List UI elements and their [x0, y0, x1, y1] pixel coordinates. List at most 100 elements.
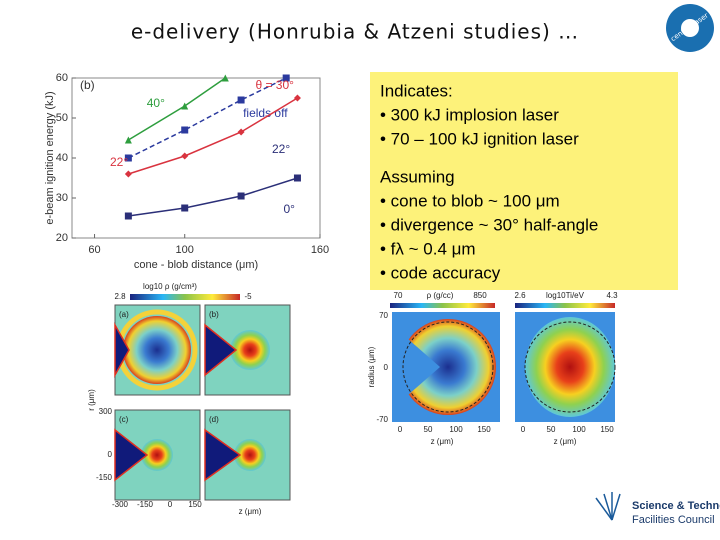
x-tick-label: 150: [600, 425, 614, 434]
marker: [124, 154, 132, 162]
x-tick-label: 100: [176, 244, 194, 256]
text-line: • code accuracy: [380, 263, 501, 282]
y-tick-label: -70: [376, 415, 388, 424]
marker: [237, 128, 245, 136]
blob: [123, 316, 191, 384]
text-line: • 300 kJ implosion laser: [380, 105, 559, 124]
text-box-lines: Indicates: • 300 kJ implosion laser • 70 –…: [380, 81, 598, 282]
text-line: • 70 – 100 kJ ignition laser: [380, 129, 579, 148]
marker: [181, 102, 189, 110]
temperature-blob: [525, 317, 615, 417]
x-tick-label: 0: [398, 425, 403, 434]
x-tick-label: 60: [88, 244, 100, 256]
plot-area: [71, 77, 321, 239]
logo-bottom: Science & Technology Facilities Council: [595, 492, 720, 526]
y-tick-label: 0: [384, 363, 389, 372]
x-tick-label: 150: [188, 500, 202, 509]
text-line: Assuming: [380, 167, 455, 186]
y-tick-label: 70: [379, 311, 388, 320]
colorbar: [390, 303, 495, 308]
series-label: θ = 30°: [255, 78, 294, 92]
text-box: [370, 72, 678, 290]
annotation: 22°: [272, 142, 290, 156]
x-axis-label: cone - blob distance (μm): [134, 259, 258, 271]
text-line: • cone to blob ~ 100 μm: [380, 191, 560, 210]
colorbar-max: 850: [473, 291, 487, 300]
marker: [181, 126, 189, 134]
marker: [221, 74, 229, 82]
text-line: • fλ ~ 0.4 μm: [380, 239, 476, 258]
blob: [234, 439, 266, 471]
panel-label: (c): [119, 415, 129, 424]
y-tick-label: 40: [56, 152, 68, 164]
x-tick-label: 0: [521, 425, 526, 434]
blob: [141, 439, 173, 471]
logo-rays: [595, 492, 621, 521]
right-simulations: ρ (g/cc) 70 850 log10Ti/eV 2.6 4.3 70 0 -7…: [367, 291, 618, 446]
marker: [237, 96, 245, 104]
colorbar-min: 70: [394, 291, 403, 300]
outline: [402, 321, 494, 413]
y-tick-label: 60: [56, 72, 68, 84]
colorbar-max: 4.3: [606, 291, 618, 300]
annotation: (b): [80, 78, 95, 92]
x-tick-label: 160: [311, 244, 329, 256]
marker: [293, 94, 301, 102]
colorbar-min: 2.8: [114, 292, 126, 301]
y-tick-label: 50: [56, 112, 68, 124]
marker: [181, 152, 189, 160]
x-tick-label: 100: [449, 425, 463, 434]
outline: [524, 321, 616, 413]
marker: [181, 204, 189, 212]
chart: 20 30 40 50 60 60 100 160 cone - blob distance (…: [44, 72, 329, 271]
x-tick-label: -300: [112, 500, 129, 509]
x-tick-label: -150: [137, 500, 154, 509]
x-tick-label: 150: [477, 425, 491, 434]
logo-line2: Facilities Council: [632, 514, 715, 526]
series-line: [128, 177, 298, 217]
series-label: 0°: [283, 202, 295, 216]
cone: [114, 322, 130, 378]
cone: [204, 323, 238, 377]
marker: [124, 170, 132, 178]
y-tick-label: 20: [56, 232, 68, 244]
colorbar-min: 2.6: [514, 291, 526, 300]
marker: [124, 212, 132, 220]
colorbar-max: -5: [244, 292, 252, 301]
density-blob: [400, 319, 496, 415]
panel-label: (a): [119, 310, 129, 319]
x-tick-label: 0: [168, 500, 173, 509]
cone: [204, 428, 242, 482]
colorbar-label: log10 ρ (g/cm³): [143, 282, 197, 291]
x-label: z (μm): [239, 507, 262, 516]
text-line: Indicates:: [380, 81, 453, 100]
x-label: z (μm): [431, 437, 454, 446]
annotation: 22°: [110, 155, 128, 169]
colorbar-label: ρ (g/cc): [427, 291, 454, 300]
colorbar: [130, 294, 240, 300]
y-tick-label: -150: [96, 473, 113, 482]
y-label: r (μm): [87, 389, 96, 411]
panel-label: (d): [209, 415, 219, 424]
x-label: z (μm): [554, 437, 577, 446]
blob: [230, 330, 270, 370]
colorbar-label: log10Ti/eV: [546, 291, 585, 300]
series-label: 40°: [147, 96, 165, 110]
x-tick-label: 100: [572, 425, 586, 434]
series-line: [128, 97, 298, 175]
y-tick-label: 30: [56, 192, 68, 204]
text-line: • divergence ~ 30° half-angle: [380, 215, 598, 234]
colorbar: [515, 303, 615, 308]
logo-top: central laser facility: [666, 0, 720, 52]
marker: [237, 192, 245, 200]
marker: [293, 174, 301, 182]
x-tick-label: 50: [424, 425, 433, 434]
cone: [114, 428, 149, 482]
logo-core: [681, 19, 699, 37]
marker: [124, 136, 132, 144]
logo-line1: Science & Technology: [632, 500, 720, 512]
slide-title: e-delivery (Honrubia & Atzeni studies) …: [131, 20, 579, 44]
marker: [282, 74, 290, 82]
y-tick-label: 0: [108, 450, 113, 459]
